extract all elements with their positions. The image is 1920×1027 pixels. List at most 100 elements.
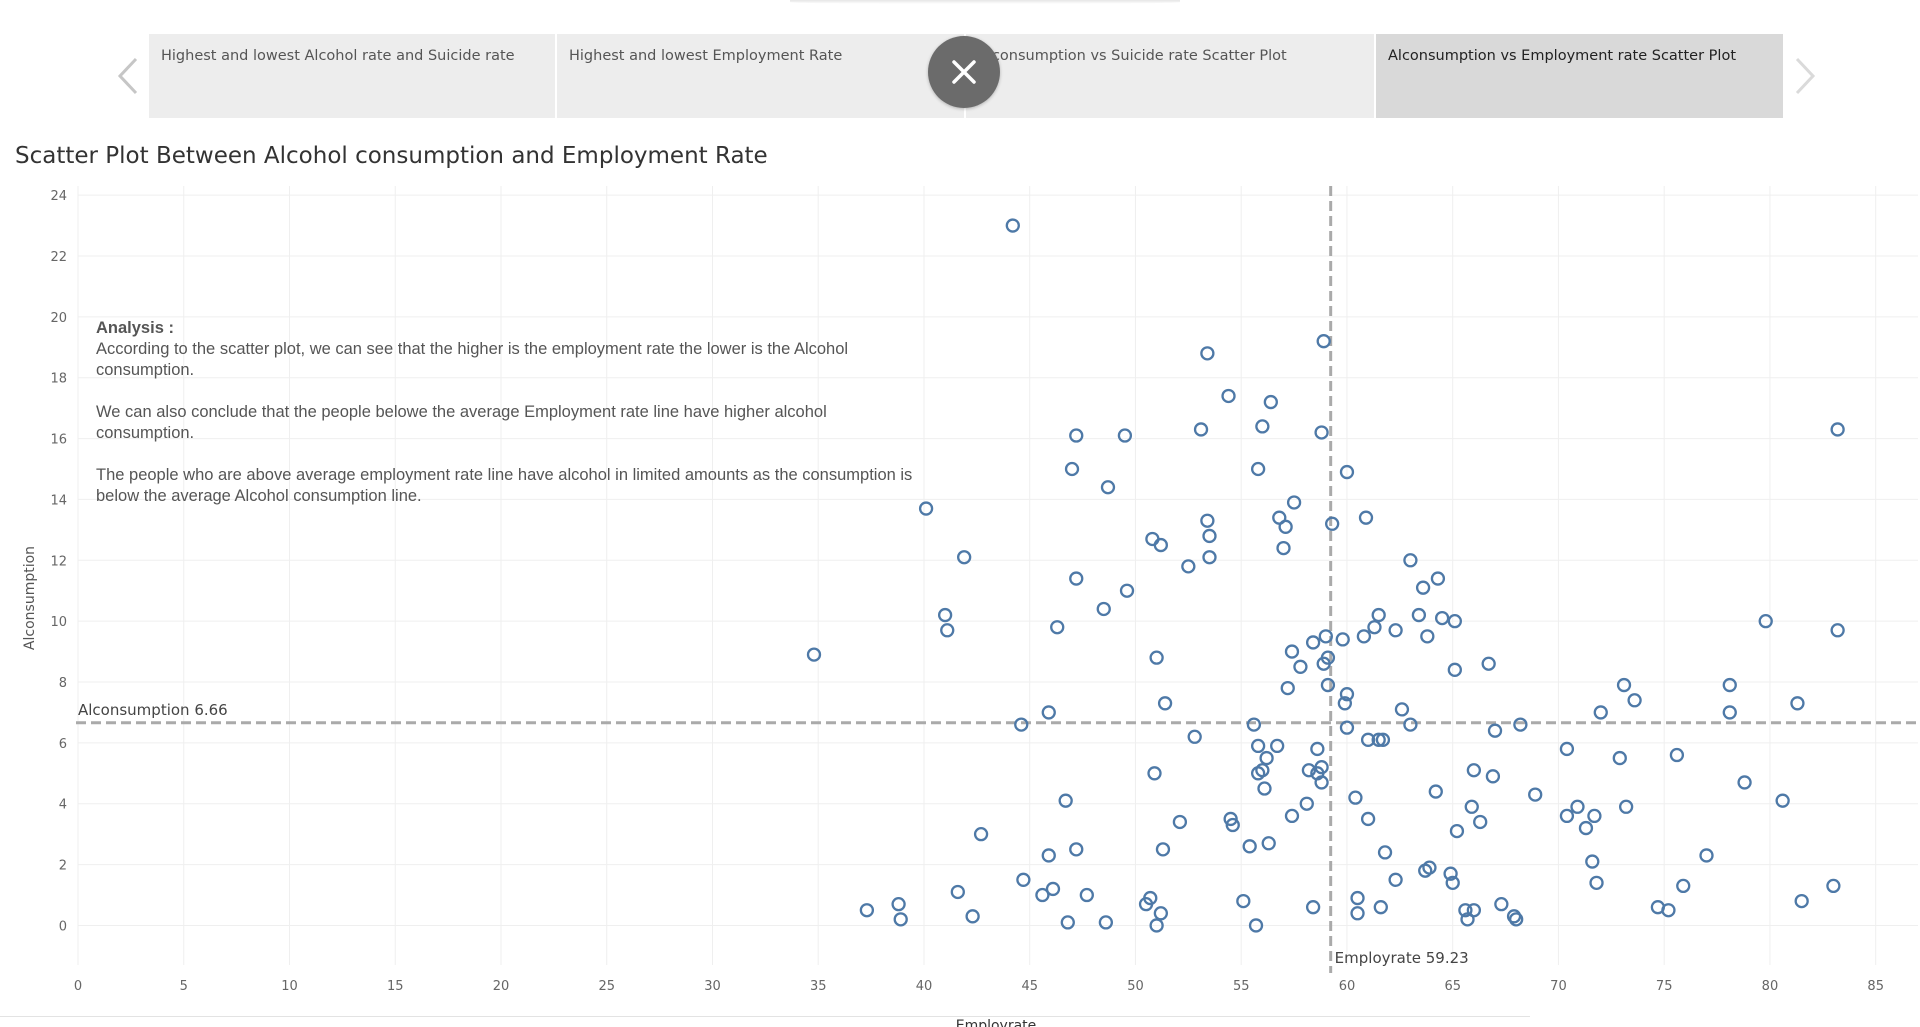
data-point[interactable] (1350, 906, 1365, 921)
data-point[interactable] (1147, 766, 1162, 781)
data-point[interactable] (1612, 750, 1627, 766)
data-point[interactable] (1348, 790, 1363, 805)
data-point[interactable] (1143, 890, 1158, 906)
data-point[interactable] (1737, 775, 1752, 790)
data-point[interactable] (1790, 696, 1805, 711)
tab-employment-rate[interactable]: Highest and lowest Employment Rate (557, 34, 964, 118)
data-point[interactable] (965, 909, 980, 924)
data-point[interactable] (1016, 872, 1031, 887)
data-point[interactable] (1149, 918, 1164, 933)
data-point[interactable] (1466, 903, 1482, 918)
prev-arrow-button[interactable] (108, 50, 148, 102)
data-point[interactable] (1314, 775, 1329, 790)
data-point[interactable] (1388, 623, 1403, 638)
data-point[interactable] (1225, 817, 1240, 833)
data-point[interactable] (1202, 528, 1217, 544)
data-point[interactable] (1618, 799, 1634, 814)
data-point[interactable] (1202, 550, 1217, 565)
next-arrow-button[interactable] (1785, 50, 1825, 102)
data-point[interactable] (1360, 732, 1376, 747)
data-point[interactable] (1669, 747, 1685, 763)
data-point[interactable] (1616, 677, 1632, 693)
data-point[interactable] (1420, 629, 1435, 644)
data-point[interactable] (1079, 887, 1094, 903)
tab-alcohol-vs-employment-scatter[interactable]: Alconsumption vs Employment rate Scatter… (1376, 34, 1783, 118)
data-point[interactable] (1415, 580, 1431, 595)
data-point[interactable] (1145, 531, 1160, 547)
data-point[interactable] (1058, 793, 1073, 808)
data-point[interactable] (893, 912, 908, 927)
data-point[interactable] (1278, 519, 1293, 534)
data-point[interactable] (1676, 878, 1691, 894)
data-point[interactable] (1098, 915, 1114, 930)
data-point[interactable] (1069, 842, 1084, 857)
data-point[interactable] (1377, 845, 1393, 860)
data-point[interactable] (1830, 623, 1845, 638)
data-point[interactable] (1005, 218, 1020, 233)
data-point[interactable] (1261, 836, 1276, 851)
data-point[interactable] (1722, 677, 1737, 693)
data-point[interactable] (1193, 422, 1209, 437)
data-point[interactable] (1513, 717, 1528, 732)
data-point[interactable] (1284, 644, 1300, 659)
data-point[interactable] (1403, 553, 1418, 568)
data-point[interactable] (1155, 842, 1171, 857)
data-point[interactable] (1117, 428, 1133, 443)
close-button[interactable] (928, 36, 1000, 108)
data-point[interactable] (1318, 629, 1333, 644)
data-point[interactable] (1263, 394, 1278, 410)
data-point[interactable] (1373, 900, 1388, 915)
data-point[interactable] (1473, 814, 1488, 830)
data-point[interactable] (973, 827, 989, 842)
data-point[interactable] (1314, 760, 1329, 775)
data-point[interactable] (1422, 860, 1437, 875)
data-point[interactable] (1172, 814, 1188, 830)
data-point[interactable] (1464, 799, 1479, 814)
data-point[interactable] (1069, 571, 1084, 586)
data-point[interactable] (1320, 677, 1336, 693)
data-point[interactable] (1337, 696, 1353, 711)
data-point[interactable] (1375, 732, 1391, 747)
data-point[interactable] (1280, 680, 1295, 696)
data-point[interactable] (1447, 662, 1462, 677)
data-point[interactable] (1320, 650, 1336, 665)
data-point[interactable] (1589, 875, 1604, 890)
data-point[interactable] (1559, 741, 1575, 757)
data-point[interactable] (1699, 848, 1714, 863)
data-point[interactable] (1775, 793, 1790, 808)
data-point[interactable] (1035, 887, 1050, 903)
data-point[interactable] (1270, 738, 1285, 754)
data-point[interactable] (1187, 729, 1202, 744)
data-point[interactable] (1153, 906, 1169, 921)
data-point[interactable] (1358, 510, 1374, 525)
data-point[interactable] (1481, 656, 1496, 671)
data-point[interactable] (1316, 334, 1331, 349)
data-point[interactable] (1255, 763, 1270, 778)
data-point[interactable] (1064, 461, 1080, 477)
data-point[interactable] (1242, 839, 1257, 854)
data-point[interactable] (1360, 811, 1376, 827)
data-point[interactable] (1722, 705, 1737, 720)
data-point[interactable] (1041, 705, 1056, 720)
data-point[interactable] (937, 607, 953, 623)
data-point[interactable] (1388, 872, 1403, 887)
data-point[interactable] (1305, 635, 1321, 650)
data-point[interactable] (1050, 620, 1065, 635)
data-point[interactable] (1430, 571, 1446, 586)
data-point[interactable] (1200, 346, 1215, 361)
data-point[interactable] (1593, 705, 1608, 720)
data-point[interactable] (1200, 513, 1215, 528)
data-point[interactable] (1157, 696, 1173, 711)
data-point[interactable] (1559, 808, 1575, 824)
data-point[interactable] (1367, 620, 1382, 635)
data-point[interactable] (1284, 808, 1300, 824)
data-point[interactable] (1301, 763, 1317, 778)
data-point[interactable] (1314, 425, 1329, 440)
data-point[interactable] (1585, 854, 1600, 869)
data-point[interactable] (1394, 702, 1410, 717)
data-point[interactable] (1149, 650, 1164, 665)
data-point[interactable] (1069, 428, 1084, 443)
data-point[interactable] (1096, 601, 1111, 617)
data-point[interactable] (1509, 912, 1524, 927)
data-point[interactable] (1305, 900, 1321, 915)
